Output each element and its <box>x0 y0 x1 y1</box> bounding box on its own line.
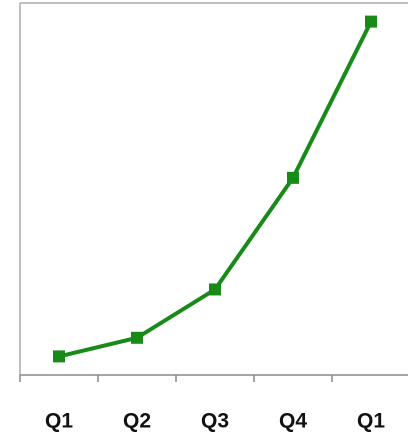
point <box>131 331 143 344</box>
x-tick-label: Q3 <box>201 410 229 433</box>
point <box>53 350 65 363</box>
x-tick-label: Q1 <box>45 410 73 433</box>
x-tick-label: Q1 <box>357 410 385 433</box>
point <box>209 283 221 296</box>
point <box>365 15 377 28</box>
x-tick-label: Q4 <box>279 410 307 433</box>
point <box>287 171 299 184</box>
x-tick-label: Q2 <box>123 410 151 433</box>
line <box>58 20 373 359</box>
